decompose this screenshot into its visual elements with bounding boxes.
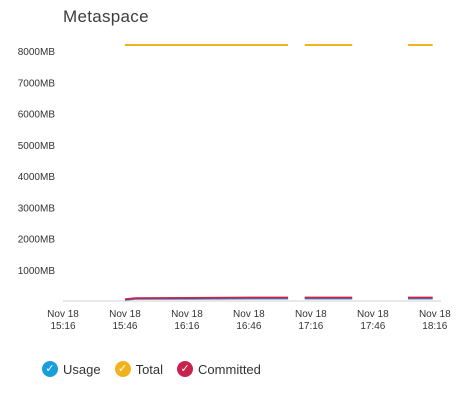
y-tick-label: 1000MB: [18, 266, 56, 277]
x-axis-labels: Nov 18 15:16 Nov 18 15:46 Nov 18 16:16 Nov 18 1…: [47, 309, 451, 332]
legend-item-usage[interactable]: ✓ Usage: [42, 361, 101, 377]
x-tick-label: Nov 18 16:16: [171, 309, 203, 332]
legend: ✓ Usage ✓ Total ✓ Committed: [42, 361, 275, 377]
y-tick-label: 5000MB: [18, 141, 56, 152]
legend-item-committed[interactable]: ✓ Committed: [177, 361, 261, 377]
y-tick-label: 3000MB: [18, 203, 56, 214]
legend-label-usage: Usage: [63, 361, 101, 377]
x-tick-label: Nov 18 16:46: [233, 309, 265, 332]
x-tick-label: Nov 18 15:46: [109, 309, 141, 332]
x-tick-label: Nov 18 17:16: [295, 309, 327, 332]
series-lines: [124, 44, 433, 301]
x-tick-label: Nov 18 18:16: [419, 309, 451, 332]
y-tick-label: 7000MB: [18, 78, 56, 89]
legend-label-committed: Committed: [198, 361, 261, 377]
y-axis-labels: 1000MB 2000MB 3000MB 4000MB 5000MB 6000MB 7000…: [18, 47, 56, 277]
legend-label-total: Total: [135, 361, 164, 377]
x-tick-label: Nov 18 17:46: [357, 309, 389, 332]
series-line-committed: [124, 296, 289, 301]
y-tick-label: 6000MB: [18, 110, 56, 121]
y-tick-label: 2000MB: [18, 235, 56, 246]
chart-title: Metaspace: [63, 7, 149, 26]
check-circle-icon: ✓: [114, 361, 131, 377]
check-circle-icon: ✓: [42, 361, 58, 377]
x-tick-label: Nov 18 15:16: [47, 309, 79, 332]
legend-item-total[interactable]: ✓ Total: [114, 361, 164, 377]
y-tick-label: 8000MB: [18, 47, 56, 58]
y-tick-label: 4000MB: [18, 172, 56, 183]
check-circle-icon: ✓: [177, 361, 194, 377]
